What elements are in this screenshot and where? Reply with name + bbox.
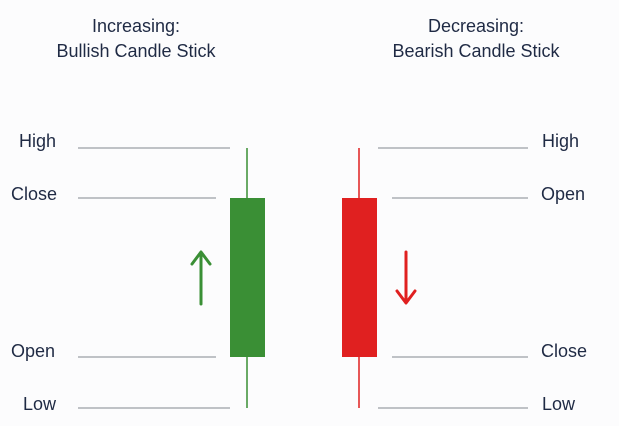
bearish-label-open: Open: [541, 184, 586, 204]
bearish-candle-body: [342, 198, 377, 357]
bearish-subtitle: Bearish Candle Stick: [392, 41, 560, 61]
bearish-heading: Decreasing: Bearish Candle Stick: [346, 14, 606, 64]
down-arrow-icon: [395, 250, 417, 305]
bullish-label-open: Open: [11, 341, 56, 361]
bullish-label-high: High: [19, 131, 57, 151]
bullish-label-close: Close: [11, 184, 58, 204]
bearish-title: Decreasing:: [427, 16, 525, 36]
bullish-label-low: Low: [23, 394, 57, 414]
bearish-label-close: Close: [541, 341, 588, 361]
bullish-title: Increasing:: [91, 16, 181, 36]
bearish-label-high: High: [542, 131, 580, 151]
bullish-subtitle: Bullish Candle Stick: [56, 41, 216, 61]
bullish-heading: Increasing: Bullish Candle Stick: [6, 14, 266, 64]
up-arrow-icon: [190, 250, 212, 306]
bullish-candle-body: [230, 198, 265, 357]
bearish-label-low: Low: [542, 394, 576, 414]
